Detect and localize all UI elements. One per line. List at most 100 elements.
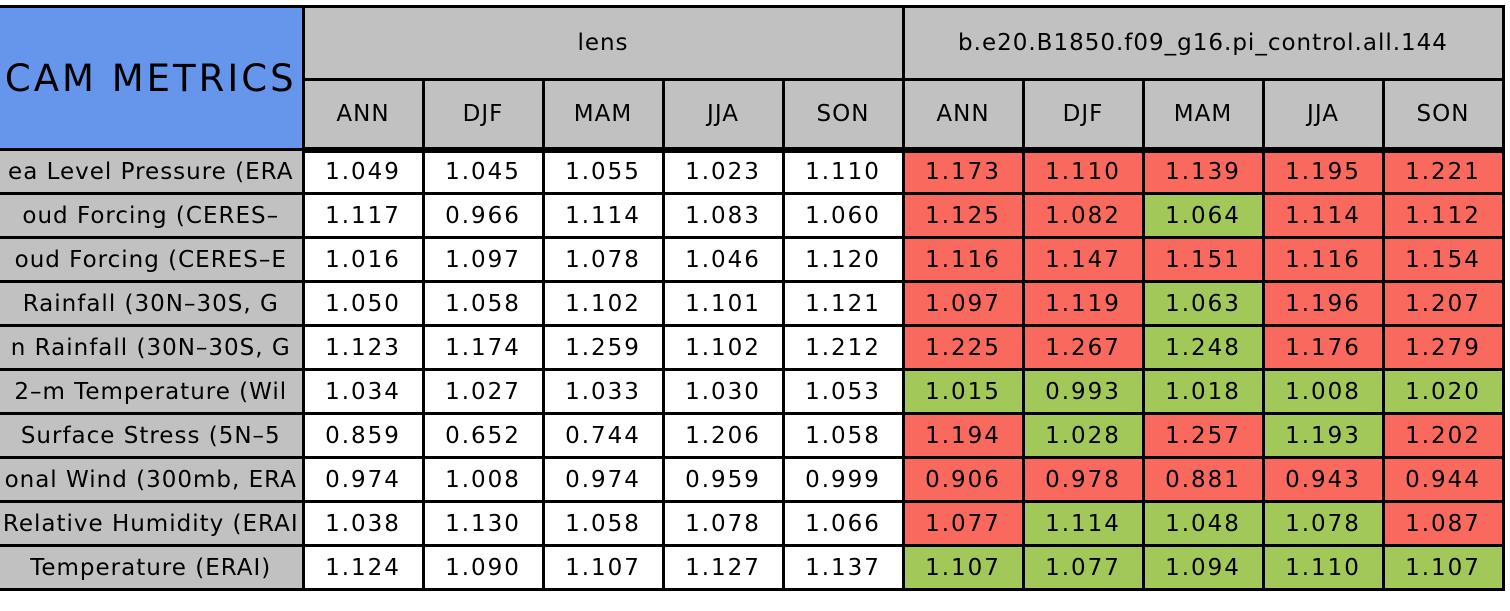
control-value-cell: 1.147 [1021,236,1145,283]
control-value-cell: 1.207 [1381,280,1505,327]
season-header: MAM [1141,78,1265,153]
control-value-cell: 1.077 [1021,544,1145,591]
lens-value-cell: 0.959 [661,456,785,503]
row-label: oud Forcing (CERES– [0,192,305,239]
control-value-cell: 1.082 [1021,192,1145,239]
lens-value-cell: 1.123 [301,324,425,371]
lens-value-cell: 1.097 [421,236,545,283]
group-header-row: CAM METRICS lens b.e20.B1850.f09_g16.pi_… [0,5,1505,151]
lens-value-cell: 1.174 [421,324,545,371]
table-row: oud Forcing (CERES–E 1.016 1.097 1.078 1.046… [0,236,1505,283]
control-value-cell: 1.094 [1141,544,1265,591]
row-label: n Rainfall (30N–30S, G [0,324,305,371]
control-value-cell: 1.008 [1261,368,1385,415]
control-value-cell: 1.248 [1141,324,1265,371]
table-row: oud Forcing (CERES– 1.117 0.966 1.114 1.083 1… [0,192,1505,239]
row-label: onal Wind (300mb, ERA [0,456,305,503]
lens-value-cell: 1.127 [661,544,785,591]
lens-value-cell: 1.083 [661,192,785,239]
lens-value-cell: 1.058 [541,500,665,547]
control-value-cell: 1.154 [1381,236,1505,283]
control-value-cell: 1.018 [1141,368,1265,415]
control-value-cell: 1.225 [901,324,1025,371]
control-value-cell: 1.114 [1021,500,1145,547]
control-value-cell: 1.028 [1021,412,1145,459]
lens-value-cell: 1.027 [421,368,545,415]
table-row: n Rainfall (30N–30S, G 1.123 1.174 1.259 1.1… [0,324,1505,371]
control-value-cell: 1.097 [901,280,1025,327]
table-row: Surface Stress (5N–5 0.859 0.652 0.744 1.206… [0,412,1505,459]
control-value-cell: 0.881 [1141,456,1265,503]
season-header: MAM [541,78,665,153]
lens-value-cell: 1.090 [421,544,545,591]
row-label: oud Forcing (CERES–E [0,236,305,283]
table-title: CAM METRICS [0,5,305,151]
control-value-cell: 1.194 [901,412,1025,459]
control-value-cell: 1.112 [1381,192,1505,239]
season-header: DJF [1021,78,1145,153]
control-value-cell: 1.221 [1381,148,1505,195]
control-value-cell: 1.048 [1141,500,1265,547]
control-value-cell: 1.173 [901,148,1025,195]
lens-value-cell: 1.120 [781,236,905,283]
season-header: JJA [661,78,785,153]
control-value-cell: 1.119 [1021,280,1145,327]
control-value-cell: 1.063 [1141,280,1265,327]
lens-value-cell: 1.130 [421,500,545,547]
row-label: ea Level Pressure (ERA [0,148,305,195]
control-value-cell: 1.015 [901,368,1025,415]
column-group-control-run: b.e20.B1850.f09_g16.pi_control.all.144 [901,5,1505,81]
lens-value-cell: 1.053 [781,368,905,415]
control-value-cell: 1.110 [1021,148,1145,195]
control-value-cell: 0.943 [1261,456,1385,503]
control-value-cell: 1.064 [1141,192,1265,239]
lens-value-cell: 0.744 [541,412,665,459]
lens-value-cell: 0.966 [421,192,545,239]
table-row: Temperature (ERAI) 1.124 1.090 1.107 1.127 1.… [0,544,1505,591]
lens-value-cell: 1.114 [541,192,665,239]
lens-value-cell: 1.121 [781,280,905,327]
lens-value-cell: 0.652 [421,412,545,459]
control-value-cell: 1.196 [1261,280,1385,327]
lens-value-cell: 1.016 [301,236,425,283]
lens-value-cell: 1.049 [301,148,425,195]
lens-value-cell: 1.058 [781,412,905,459]
control-value-cell: 1.139 [1141,148,1265,195]
row-label: Rainfall (30N–30S, G [0,280,305,327]
row-label: Surface Stress (5N–5 [0,412,305,459]
control-value-cell: 0.906 [901,456,1025,503]
lens-value-cell: 1.101 [661,280,785,327]
lens-value-cell: 1.033 [541,368,665,415]
lens-value-cell: 1.060 [781,192,905,239]
lens-value-cell: 1.038 [301,500,425,547]
season-header: DJF [421,78,545,153]
lens-value-cell: 1.066 [781,500,905,547]
control-value-cell: 1.107 [1381,544,1505,591]
control-value-cell: 1.114 [1261,192,1385,239]
lens-value-cell: 0.859 [301,412,425,459]
cam-metrics-table: CAM METRICS lens b.e20.B1850.f09_g16.pi_… [0,5,1505,591]
season-header: SON [781,78,905,153]
control-value-cell: 1.193 [1261,412,1385,459]
lens-value-cell: 1.102 [541,280,665,327]
lens-value-cell: 1.259 [541,324,665,371]
lens-value-cell: 1.034 [301,368,425,415]
lens-value-cell: 1.107 [541,544,665,591]
lens-value-cell: 1.030 [661,368,785,415]
control-value-cell: 1.176 [1261,324,1385,371]
control-value-cell: 1.077 [901,500,1025,547]
lens-value-cell: 1.058 [421,280,545,327]
control-value-cell: 1.195 [1261,148,1385,195]
control-value-cell: 1.267 [1021,324,1145,371]
lens-value-cell: 1.050 [301,280,425,327]
column-group-lens: lens [301,5,905,81]
lens-value-cell: 0.999 [781,456,905,503]
table-row: Rainfall (30N–30S, G 1.050 1.058 1.102 1.101… [0,280,1505,327]
lens-value-cell: 1.137 [781,544,905,591]
control-value-cell: 1.087 [1381,500,1505,547]
lens-value-cell: 1.023 [661,148,785,195]
table-row: 2–m Temperature (Wil 1.034 1.027 1.033 1.030… [0,368,1505,415]
season-header: ANN [901,78,1025,153]
control-value-cell: 1.116 [901,236,1025,283]
control-value-cell: 1.110 [1261,544,1385,591]
